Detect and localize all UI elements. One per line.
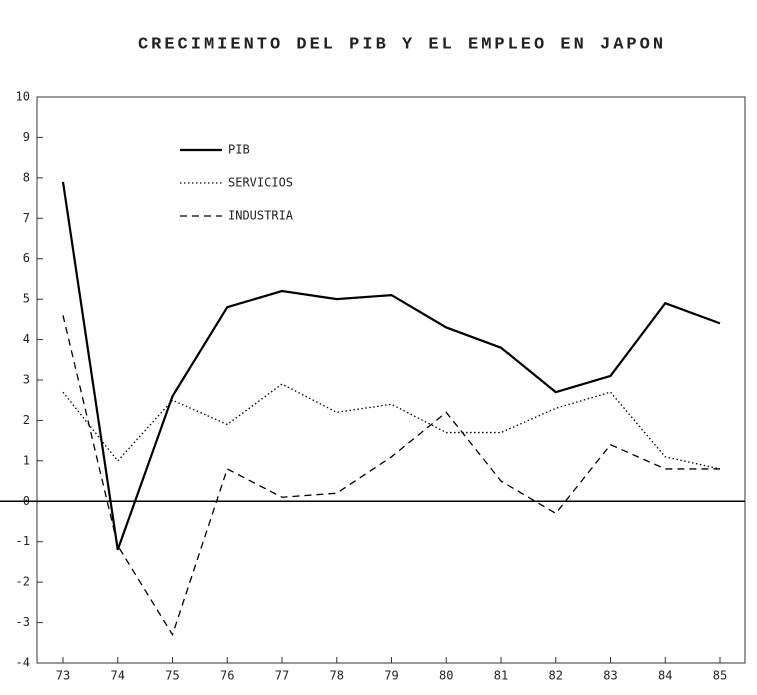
chart-title: CRECIMIENTO DEL PIB Y EL EMPLEO EN JAPON: [138, 35, 666, 54]
y-tick-label: 2: [23, 413, 30, 427]
x-tick-label: 85: [713, 669, 727, 683]
series-line: [62, 315, 720, 637]
x-tick-label: 73: [56, 669, 70, 683]
x-tick-label: 81: [494, 669, 508, 683]
legend-label: PIB: [228, 143, 250, 157]
x-tick-label: 76: [220, 669, 234, 683]
plot-frame: [36, 96, 746, 664]
y-tick-label: 6: [23, 251, 30, 265]
y-tick-label: 7: [23, 211, 30, 225]
x-tick-label: 75: [165, 669, 179, 683]
y-tick-label: 8: [23, 170, 30, 184]
x-tick-label: 83: [603, 669, 617, 683]
y-tick-label: 9: [23, 130, 30, 144]
legend-label: SERVICIOS: [228, 176, 293, 190]
x-tick-label: 80: [439, 669, 453, 683]
y-tick-label: -2: [16, 575, 30, 589]
series-line: [61, 181, 721, 551]
y-tick-label: 1: [23, 453, 30, 467]
x-tick-label: 77: [275, 669, 289, 683]
x-tick-label: 79: [384, 669, 398, 683]
x-tick-label: 74: [111, 669, 125, 683]
y-tick-label: -1: [16, 534, 30, 548]
x-tick-label: 82: [549, 669, 563, 683]
y-tick-label: -3: [16, 615, 30, 629]
y-tick-label: -4: [16, 656, 30, 670]
y-tick-label: 10: [16, 90, 30, 104]
x-tick-label: 78: [330, 669, 344, 683]
y-tick-label: 5: [23, 292, 30, 306]
y-tick-label: 4: [23, 332, 30, 346]
x-tick-label: 84: [658, 669, 672, 683]
y-tick-label: 3: [23, 373, 30, 387]
legend-label: INDUSTRIA: [228, 209, 294, 223]
